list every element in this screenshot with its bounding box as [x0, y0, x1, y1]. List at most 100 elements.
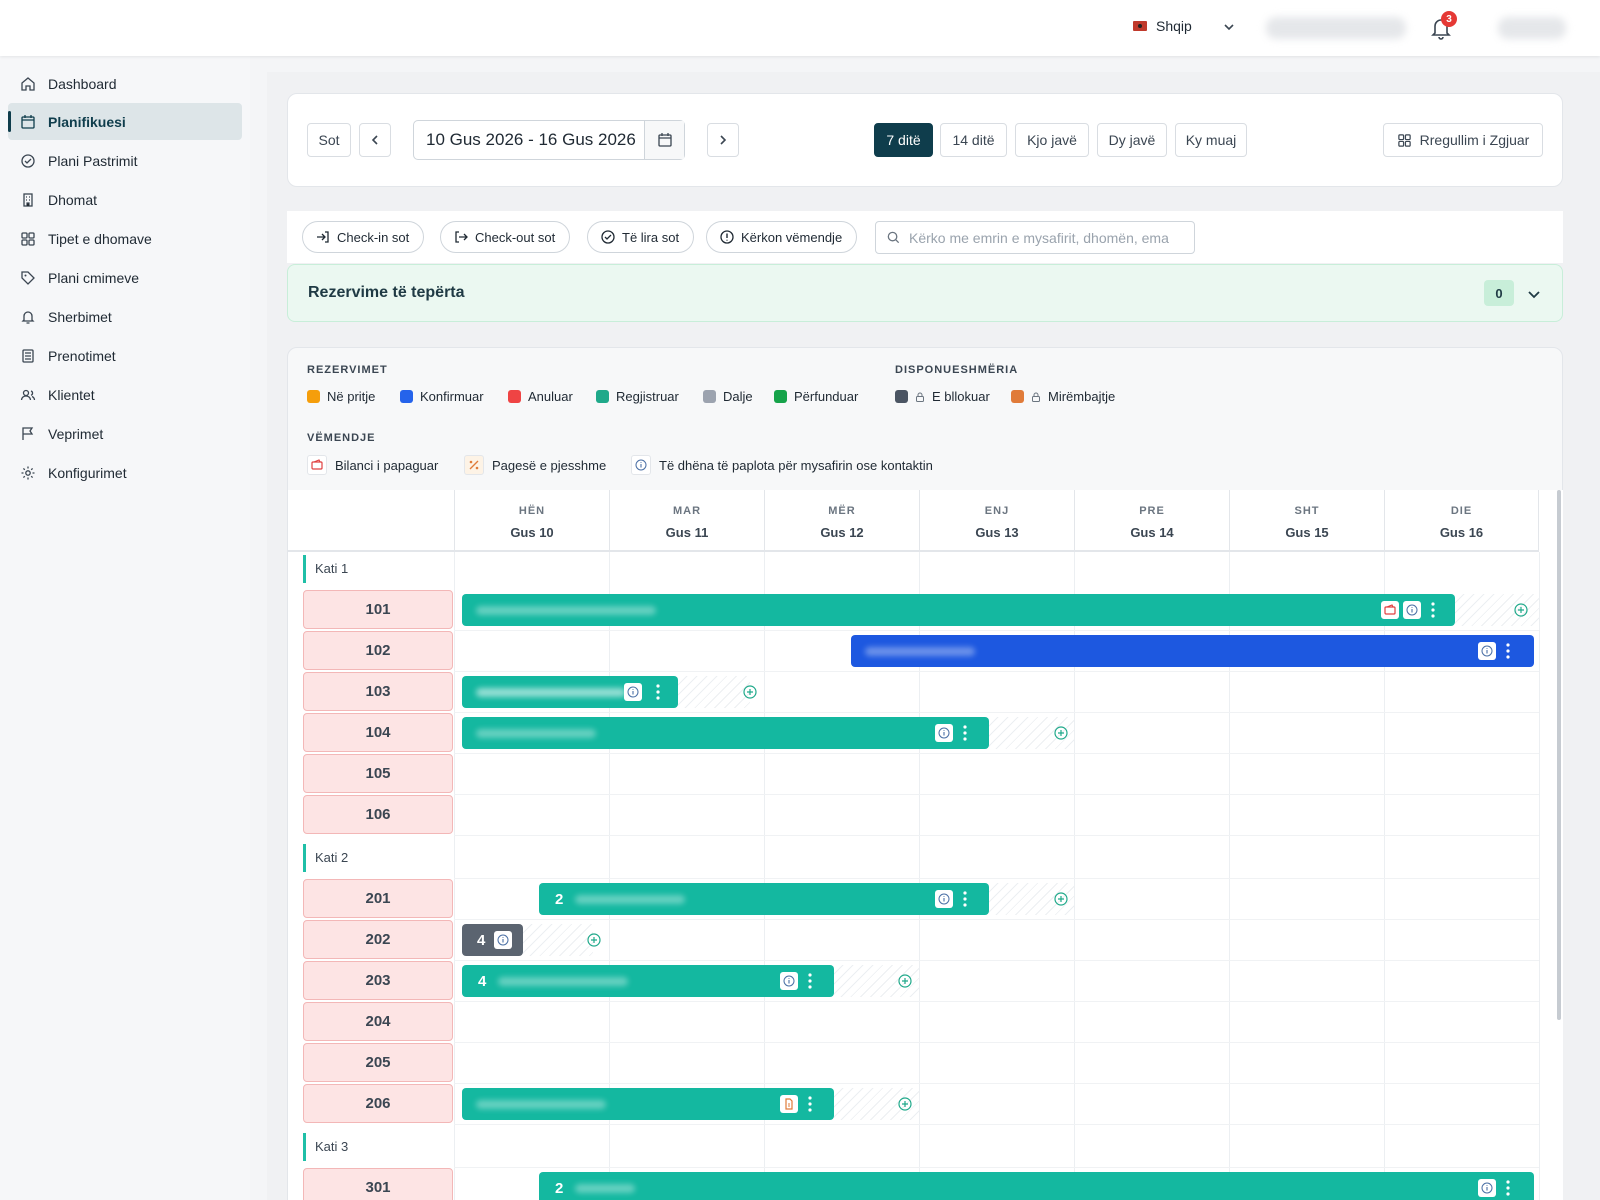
incomplete-data-indicator[interactable]	[1478, 1179, 1496, 1197]
incomplete-data-indicator[interactable]	[1478, 642, 1496, 660]
filter-needs-attention[interactable]: Kërkon vëmendje	[706, 221, 858, 253]
view-this-week[interactable]: Kjo javë	[1015, 123, 1089, 157]
more-options-icon[interactable]	[963, 889, 967, 909]
incomplete-data-indicator[interactable]	[494, 931, 512, 949]
vertical-scrollbar[interactable]	[1557, 490, 1561, 1020]
booking-bar-206[interactable]	[462, 1088, 834, 1120]
calendar-picker-button[interactable]	[644, 121, 684, 159]
more-options-icon[interactable]	[963, 723, 967, 743]
legend-partial-payment: Pagesë e pjesshme	[464, 455, 606, 475]
day-date: Gus 13	[975, 525, 1019, 540]
filter-checkout-today[interactable]: Check-out sot	[440, 221, 571, 253]
more-options-icon[interactable]	[656, 682, 660, 702]
more-options-icon[interactable]	[808, 971, 812, 991]
incomplete-data-indicator[interactable]	[935, 890, 953, 908]
booking-bar-102[interactable]	[851, 635, 1534, 667]
room-203[interactable]: 203	[303, 961, 453, 1000]
blurred-guest-name	[498, 977, 628, 986]
list-icon	[22, 348, 34, 363]
add-booking-icon[interactable]	[1054, 726, 1068, 740]
sidebar-item-prenotimet[interactable]: Prenotimet	[8, 337, 242, 374]
language-selector[interactable]: Shqip	[1133, 18, 1192, 34]
more-options-icon[interactable]	[1431, 600, 1435, 620]
row-line	[454, 630, 1539, 631]
more-options-icon[interactable]	[808, 1094, 812, 1114]
room-106[interactable]: 106	[303, 795, 453, 834]
booking-bar-203[interactable]: 4	[462, 965, 834, 997]
room-201[interactable]: 201	[303, 879, 453, 918]
overbooking-panel[interactable]: Rezervime të tepërta 0	[287, 264, 1563, 322]
sidebar-item-dhomat[interactable]: Dhomat	[8, 181, 242, 218]
add-booking-icon[interactable]	[1514, 603, 1528, 617]
view-this-month[interactable]: Ky muaj	[1175, 123, 1247, 157]
room-301[interactable]: 301	[303, 1168, 453, 1200]
sidebar-item-sherbimet[interactable]: Sherbimet	[8, 298, 242, 335]
room-104[interactable]: 104	[303, 713, 453, 752]
incomplete-data-indicator[interactable]	[624, 683, 642, 701]
booking-bar-103[interactable]	[462, 676, 678, 708]
add-booking-icon[interactable]	[743, 685, 757, 699]
sidebar-item-veprimet[interactable]: Veprimet	[8, 415, 242, 452]
legend-cancelled: Anuluar	[508, 389, 573, 404]
chevron-down-icon[interactable]	[1222, 20, 1236, 34]
room-205[interactable]: 205	[303, 1043, 453, 1082]
unpaid-balance-indicator[interactable]	[1381, 601, 1399, 619]
search-input[interactable]	[909, 229, 1169, 246]
room-202[interactable]: 202	[303, 920, 453, 959]
more-options-icon[interactable]	[1506, 641, 1510, 661]
row-line	[454, 960, 1539, 961]
incomplete-data-indicator[interactable]	[780, 972, 798, 990]
filter-checkin-today[interactable]: Check-in sot	[302, 221, 425, 253]
sidebar-item-plani-pastrimit[interactable]: Plani Pastrimit	[8, 142, 242, 179]
booking-bar-101[interactable]	[462, 594, 1455, 626]
filter-free-today[interactable]: Të lira sot	[587, 221, 695, 253]
percent-icon	[469, 460, 479, 470]
add-booking-icon[interactable]	[1054, 892, 1068, 906]
booking-bar-301[interactable]: 2	[539, 1172, 1534, 1200]
sidebar-item-klientet[interactable]: Klientet	[8, 376, 242, 413]
incomplete-data-indicator[interactable]	[1403, 601, 1421, 619]
sidebar-item-konfigurimet[interactable]: Konfigurimet	[8, 454, 242, 491]
more-options-icon[interactable]	[1506, 1178, 1510, 1198]
sidebar-item-label: Konfigurimet	[48, 464, 127, 481]
smart-arrange-button[interactable]: Rregullim i Zgjuar	[1383, 123, 1543, 157]
today-button[interactable]: Sot	[307, 123, 351, 157]
search-field[interactable]	[875, 221, 1195, 254]
booking-bar-104[interactable]	[462, 717, 989, 749]
chevron-down-icon[interactable]	[1526, 286, 1542, 302]
room-206[interactable]: 206	[303, 1084, 453, 1123]
legend-label: Bilanci i papaguar	[335, 457, 439, 473]
filter-label: Kërkon vëmendje	[741, 229, 843, 245]
view-two-weeks[interactable]: Dy javë	[1097, 123, 1167, 157]
sidebar-item-tipet[interactable]: Tipet e dhomave	[8, 220, 242, 257]
room-204[interactable]: 204	[303, 1002, 453, 1041]
sidebar-item-planifikuesi[interactable]: Planifikuesi	[8, 103, 242, 140]
sidebar-item-label: Dashboard	[48, 75, 117, 92]
legend-label: Të dhëna të paplota për mysafirin ose ko…	[659, 457, 933, 473]
view-14-days[interactable]: 14 ditë	[940, 123, 1007, 157]
prev-button[interactable]	[359, 123, 391, 157]
sidebar-item-plani-cmimeve[interactable]: Plani cmimeve	[8, 259, 242, 296]
sidebar-item-label: Plani Pastrimit	[48, 152, 138, 169]
incomplete-data-indicator[interactable]	[935, 724, 953, 742]
add-booking-icon[interactable]	[898, 1097, 912, 1111]
legend-label: Konfirmuar	[420, 389, 484, 404]
date-range-field[interactable]: 10 Gus 2026 - 16 Gus 2026	[413, 120, 685, 160]
booking-guest-count: 4	[478, 972, 487, 990]
sidebar-item-label: Planifikuesi	[48, 113, 126, 130]
blurred-user-avatar[interactable]	[1498, 17, 1566, 39]
booking-bar-201[interactable]: 2	[539, 883, 989, 915]
add-booking-icon[interactable]	[587, 933, 601, 947]
room-102[interactable]: 102	[303, 631, 453, 670]
room-101[interactable]: 101	[303, 590, 453, 629]
room-105[interactable]: 105	[303, 754, 453, 793]
add-booking-icon[interactable]	[898, 974, 912, 988]
row-line	[454, 712, 1539, 713]
room-103[interactable]: 103	[303, 672, 453, 711]
blurred-property-name[interactable]	[1266, 17, 1406, 39]
view-7-days[interactable]: 7 ditë	[874, 123, 933, 157]
next-button[interactable]	[707, 123, 739, 157]
booking-bar-202[interactable]: 4	[462, 924, 523, 956]
document-indicator[interactable]	[780, 1095, 798, 1113]
sidebar-item-dashboard[interactable]: Dashboard	[8, 65, 242, 102]
